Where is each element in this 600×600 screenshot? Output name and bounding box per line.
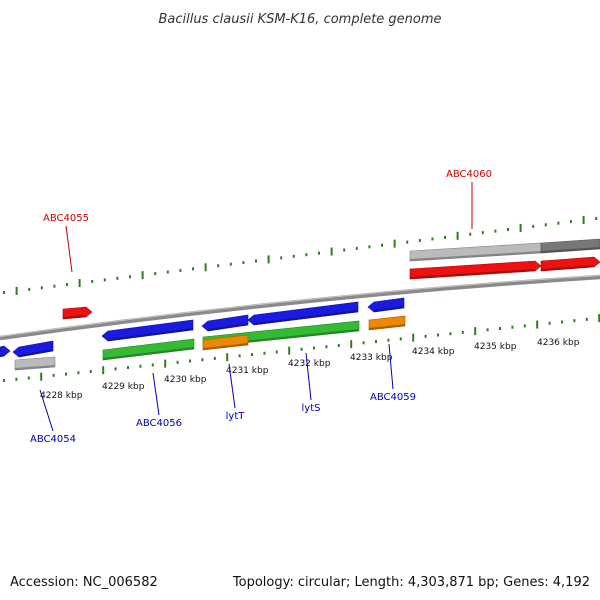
tick-label: 4236 kbp (537, 338, 580, 348)
gene-label-lytt[interactable]: lytT (226, 411, 246, 422)
gene-label-pointer (305, 352, 312, 401)
tick-label: 4231 kbp (226, 366, 269, 376)
gene-grey-dark (540, 238, 600, 254)
gene-orange (368, 315, 406, 331)
inner-tick-track (3, 314, 600, 383)
gene-label-pointer (65, 225, 73, 273)
gene-label-pointer (388, 343, 394, 390)
gene-forward-cds (540, 256, 600, 272)
map-title: Bacillus clausii KSM-K16, complete genom… (158, 12, 441, 27)
tick-label: 4230 kbp (164, 375, 207, 385)
gene-label-abc4056[interactable]: ABC4056 (136, 418, 182, 429)
gene-reverse-cds (101, 319, 194, 342)
tick-label: 4235 kbp (474, 342, 517, 352)
outer-tick-track (3, 216, 598, 295)
gene-orange (202, 334, 249, 351)
tick-label: 4233 kbp (350, 353, 393, 363)
gene-label-pointer (152, 372, 160, 416)
gene-forward-cds (409, 260, 542, 280)
gene-reverse-cds (367, 297, 405, 313)
gene-green (102, 338, 195, 361)
gene-label-pointer (228, 363, 236, 409)
gene-label-pointer (39, 389, 54, 432)
gene-label-abc4059[interactable]: ABC4059 (370, 392, 416, 403)
tick-label: 4228 kbp (40, 391, 83, 401)
tick-label: 4234 kbp (412, 347, 455, 357)
gene-grey-light (14, 356, 56, 371)
genome-summary-text: Topology: circular; Length: 4,303,871 bp… (232, 575, 590, 590)
tick-label: 4229 kbp (102, 382, 145, 392)
gene-reverse-cds (0, 345, 11, 358)
gene-reverse-cds (12, 340, 54, 358)
gene-label-lyts[interactable]: lytS (302, 403, 321, 414)
gene-grey-light (409, 242, 542, 262)
gene-label-abc4055[interactable]: ABC4055 (43, 213, 89, 224)
gene-reverse-cds (247, 301, 359, 326)
accession-text: Accession: NC_006582 (10, 575, 158, 590)
genome-backbone (0, 274, 600, 341)
gene-forward-cds (62, 306, 93, 320)
tick-label: 4232 kbp (288, 359, 331, 369)
gene-reverse-cds (201, 314, 249, 332)
gene-label-abc4060[interactable]: ABC4060 (446, 169, 492, 180)
gene-label-abc4054[interactable]: ABC4054 (30, 434, 76, 445)
